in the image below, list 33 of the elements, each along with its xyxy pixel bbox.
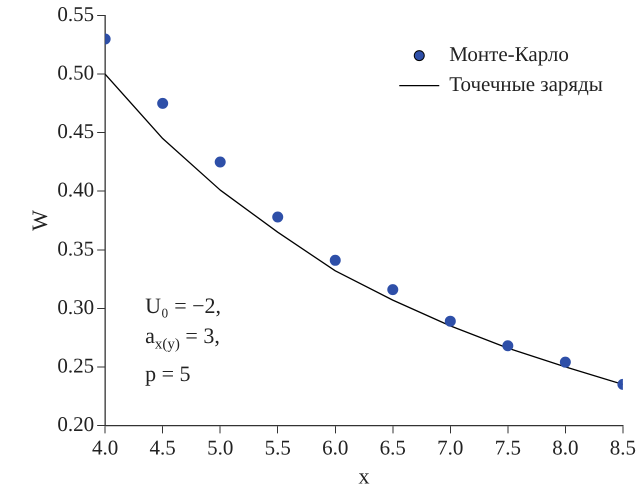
y-tick-label: 0.35 bbox=[57, 236, 94, 260]
x-tick-label: 7.0 bbox=[437, 436, 464, 460]
y-tick-label: 0.40 bbox=[57, 178, 94, 202]
annotation: p = 5 bbox=[145, 360, 192, 388]
point bbox=[560, 356, 571, 368]
point bbox=[272, 211, 284, 222]
point bbox=[502, 340, 514, 352]
x-tick-label: 4.5 bbox=[150, 436, 176, 460]
legend-label: Точечные заряды bbox=[449, 72, 603, 96]
point bbox=[214, 156, 226, 168]
y-tick-label: 0.45 bbox=[57, 119, 94, 144]
legend-label: Монте-Карло bbox=[449, 42, 569, 66]
x-tick-label: 8.5 bbox=[610, 436, 636, 460]
x-tick-label: 8.0 bbox=[552, 436, 578, 460]
point bbox=[157, 98, 168, 109]
point bbox=[387, 284, 398, 296]
point bbox=[330, 254, 341, 266]
y-tick-label: 0.25 bbox=[57, 353, 94, 378]
y-tick-label: 0.50 bbox=[57, 60, 94, 85]
x-tick-label: 6.0 bbox=[322, 436, 348, 460]
x-tick-label: 5.5 bbox=[264, 436, 291, 460]
annotation: a$_{x(y)}$ = 3, bbox=[145, 322, 221, 354]
x-tick-label: 7.5 bbox=[494, 436, 521, 460]
x-axis-title: x bbox=[358, 464, 370, 489]
x-tick-label: 4.0 bbox=[92, 436, 118, 460]
x-tick-label: 5.0 bbox=[207, 436, 234, 460]
y-tick-label: 0.55 bbox=[57, 2, 94, 26]
y-tick-label: 0.20 bbox=[57, 412, 94, 436]
y-tick-label: 0.30 bbox=[57, 294, 94, 319]
y-axis-title: W bbox=[26, 210, 52, 231]
x-tick-label: 6.5 bbox=[380, 436, 406, 460]
point bbox=[444, 316, 456, 327]
annotation: U₀ = −2, bbox=[145, 292, 222, 320]
